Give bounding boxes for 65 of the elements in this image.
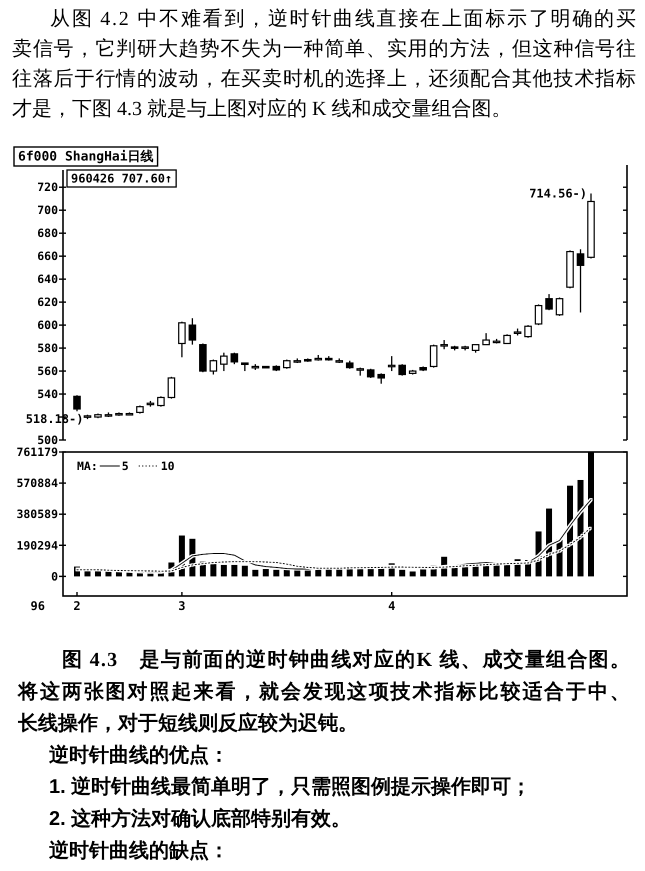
bar: [220, 564, 227, 576]
text: 将这两张图对照起来看，就会发现这项技术指标比较适合于中、: [17, 680, 630, 703]
y-tick-label: 620: [37, 295, 58, 310]
legend-title: MA:: [77, 459, 98, 473]
bar: [410, 571, 416, 576]
y-tick-label: 720: [37, 180, 58, 194]
text: 逆时针曲线的缺点：: [48, 838, 229, 862]
candlestick: [545, 293, 553, 311]
candlestick: [188, 318, 196, 346]
x-tick-label: 4: [388, 599, 396, 613]
y-tick-label: 660: [37, 249, 58, 264]
candlestick: [220, 352, 228, 372]
candlestick: [576, 248, 584, 314]
candlestick: [398, 364, 406, 376]
bar: [252, 570, 258, 576]
candlestick: [282, 358, 291, 370]
candlestick: [210, 358, 218, 376]
y-tick-label: 540: [37, 387, 58, 402]
candlestick: [430, 344, 438, 368]
candlestick: [230, 352, 238, 365]
legend-label: 5: [122, 459, 129, 473]
y-tick-label: 0: [51, 569, 58, 584]
x-axis-title: 96: [30, 599, 45, 613]
text: 逆时针曲线的优点：: [48, 743, 229, 766]
candlestick: [556, 296, 564, 317]
text: 才是，下图 4.3 就是与上图对应的 K 线和成交量组合图。: [12, 98, 512, 120]
candlestick: [440, 339, 448, 350]
text: 从图 4.2 中不难看到，逆时针曲线直接在上面标示了明确的买: [50, 8, 636, 30]
legend-label: 10: [160, 459, 175, 473]
text: 1. 逆时针曲线最简单明了，只需照图例提示操作即可；: [49, 775, 532, 798]
candlestick: [178, 321, 186, 358]
caption: 图 4.3 是与前面的逆时钟曲线对应的K 线、成交量组合图。: [62, 648, 630, 671]
y-tick-label: 380589: [16, 507, 58, 522]
y-tick-label: 570884: [16, 476, 58, 490]
x-tick-label: 3: [178, 599, 186, 613]
y-tick-label: 560: [37, 364, 58, 378]
annotation: 714.56-): [529, 186, 587, 200]
y-tick-label: 640: [37, 272, 58, 286]
candlestick: [482, 332, 490, 346]
y-tick-label: 761179: [16, 445, 58, 459]
y-tick-label: 680: [37, 226, 58, 240]
text: 往落后于行情的波动，在买卖时机的选择上，还须配合其他技术指标: [12, 68, 636, 90]
annotation: 960426 707.60↑: [71, 172, 172, 186]
candlestick: [534, 304, 542, 326]
candlestick: [388, 355, 396, 372]
candlestick: [366, 368, 375, 379]
candlestick: [524, 324, 532, 338]
y-tick-label: 580: [37, 341, 58, 356]
bar: [242, 566, 248, 576]
candlestick: [73, 394, 81, 412]
chart-title: 6f000 ShangHai日线: [18, 150, 154, 164]
candlestick: [168, 376, 176, 400]
bar: [399, 570, 406, 576]
candlestick: [503, 334, 511, 344]
bar: [231, 564, 238, 576]
candlestick: [157, 396, 165, 408]
y-tick-label: 700: [37, 203, 58, 218]
text: 卖信号，它判研大趋势不失为一种简单、实用的方法，但这种信号往: [12, 37, 636, 60]
text: 2. 这种方法对确认底部特别有效。: [49, 807, 352, 830]
y-tick-label: 190294: [16, 538, 58, 552]
text: 长线操作，对于短线则反应较为迟钝。: [17, 712, 358, 735]
candlestick: [377, 372, 386, 384]
x-tick-label: 2: [73, 599, 81, 613]
y-tick-label: 600: [37, 318, 58, 332]
y-tick-label: 500: [37, 433, 58, 447]
